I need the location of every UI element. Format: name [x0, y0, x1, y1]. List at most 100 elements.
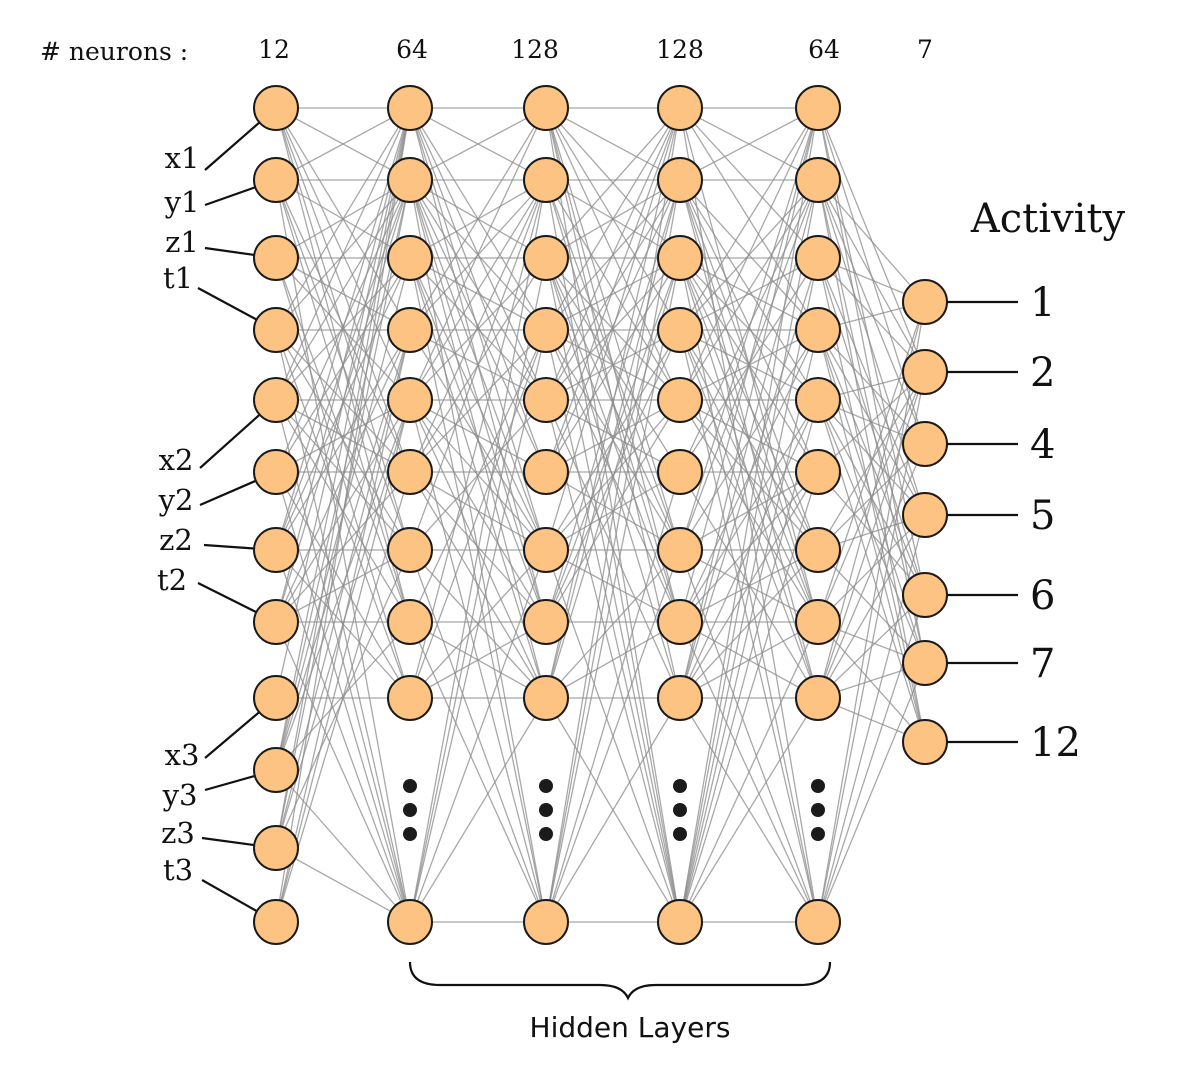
output-neuron: [902, 492, 948, 538]
input-neuron: [253, 899, 299, 945]
connection-edge: [679, 107, 819, 331]
connection-edge: [545, 107, 681, 259]
connection-edge: [409, 257, 547, 331]
connection-edge: [679, 107, 819, 259]
hidden-neuron: [657, 307, 703, 353]
layer-count: 128: [511, 35, 559, 64]
input-label: t2: [157, 563, 187, 597]
input-leader-line: [201, 836, 255, 847]
connection-edge: [679, 471, 819, 923]
hidden-neuron: [387, 157, 433, 203]
input-leader-line: [199, 479, 257, 507]
connection-edge: [409, 179, 547, 923]
connection-edge: [409, 399, 547, 473]
output-neuron: [902, 421, 948, 467]
hidden-neuron: [657, 377, 703, 423]
connection-edge: [817, 301, 926, 923]
input-neuron: [253, 85, 299, 131]
hidden-neuron: [657, 599, 703, 645]
hidden-neuron: [523, 449, 569, 495]
connection-edge: [275, 107, 411, 401]
input-neuron: [253, 527, 299, 573]
hidden-neuron: [795, 599, 841, 645]
input-label: t3: [163, 853, 193, 887]
hidden-neuron: [387, 527, 433, 573]
hidden-neuron: [523, 899, 569, 945]
layer-count: 7: [917, 35, 933, 64]
input-leader-line: [204, 774, 256, 792]
connection-edge: [545, 107, 681, 473]
input-leader-line: [199, 413, 261, 469]
input-label: x1: [165, 141, 200, 175]
connection-edge: [275, 257, 411, 331]
hidden-neuron: [523, 527, 569, 573]
input-neuron: [253, 599, 299, 645]
connection-edge: [409, 107, 547, 331]
hidden-neuron: [523, 157, 569, 203]
connection-edge: [409, 107, 547, 401]
connection-edge: [545, 107, 681, 699]
input-label: y3: [162, 778, 198, 812]
hidden-neuron: [657, 527, 703, 573]
ellipsis-dot: [811, 803, 825, 817]
connection-edge: [275, 399, 411, 771]
hidden-neuron: [657, 675, 703, 721]
hidden-neuron: [387, 449, 433, 495]
output-label: 12: [1030, 720, 1081, 766]
ellipsis-dot: [673, 827, 687, 841]
connection-edge: [275, 329, 411, 923]
hidden-neuron: [387, 85, 433, 131]
input-neuron: [253, 235, 299, 281]
output-label: 7: [1030, 641, 1055, 687]
hidden-neuron: [657, 449, 703, 495]
connection-edge: [679, 107, 819, 699]
hidden-neuron: [657, 235, 703, 281]
connection-edge: [275, 107, 411, 331]
hidden-neuron: [795, 157, 841, 203]
connection-edge: [409, 179, 547, 473]
ellipsis-dot: [811, 779, 825, 793]
connection-edge: [545, 257, 681, 473]
connection-edge: [679, 179, 819, 699]
connection-edge: [679, 399, 819, 473]
input-label: x3: [165, 738, 200, 772]
input-neuron: [253, 449, 299, 495]
ellipsis-dot: [403, 803, 417, 817]
hidden-neuron: [795, 899, 841, 945]
connection-edge: [275, 329, 411, 849]
output-neuron: [902, 640, 948, 686]
connection-edge: [409, 471, 547, 699]
input-neuron: [253, 825, 299, 871]
connection-edge: [409, 179, 547, 401]
input-neuron: [253, 377, 299, 423]
connection-edge: [409, 257, 547, 401]
connection-edge: [545, 549, 681, 923]
neurons: [253, 85, 948, 945]
input-neuron: [253, 307, 299, 353]
hidden-neuron: [657, 899, 703, 945]
connection-edge: [275, 769, 411, 923]
connection-edge: [817, 179, 926, 516]
ellipsis-dot: [539, 779, 553, 793]
connection-edge: [679, 257, 819, 699]
connection-edge: [409, 179, 547, 551]
neurons-count-label: # neurons :: [40, 37, 188, 66]
connection-edge: [409, 257, 547, 923]
connection-edge: [409, 329, 547, 473]
output-label: 4: [1030, 422, 1055, 468]
output-label: 6: [1030, 573, 1055, 619]
hidden-neuron: [795, 307, 841, 353]
input-leader-line: [204, 711, 260, 759]
connection-edge: [545, 399, 681, 473]
connection-edge: [679, 257, 819, 923]
layer-count: 128: [656, 35, 704, 64]
connection-edge: [409, 549, 547, 923]
connection-edge: [817, 257, 926, 373]
input-leader-line: [201, 879, 258, 913]
hidden-neuron: [387, 675, 433, 721]
ellipsis-dot: [811, 827, 825, 841]
connection-edge: [545, 107, 681, 331]
